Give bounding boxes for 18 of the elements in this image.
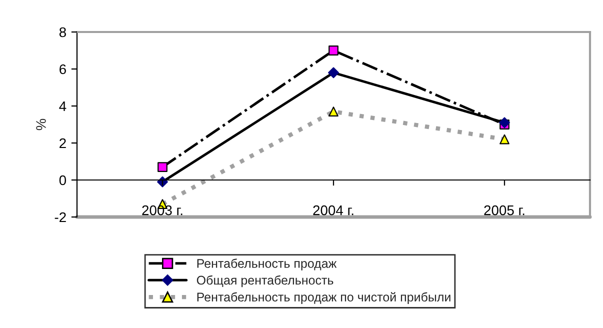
legend-label: Рентабельность продаж по чистой прибыли	[197, 292, 450, 304]
y-tick-label: 8	[59, 27, 66, 38]
y-tick-label: 2	[60, 138, 66, 148]
point	[328, 106, 338, 116]
y-tick-label: 0	[59, 175, 66, 186]
y-tick-label: -2	[54, 212, 66, 222]
point	[500, 134, 510, 144]
y-axis-title: %	[36, 118, 46, 130]
point	[158, 162, 168, 172]
y-tick-label: 6	[60, 64, 66, 74]
legend-label: Общая рентабельность	[196, 275, 334, 288]
x-tick-label: 2005 г.	[484, 205, 524, 216]
y-tick-label: 4	[59, 101, 66, 112]
point	[499, 117, 510, 128]
legend-label: Рентабельность продаж	[197, 258, 337, 270]
point	[328, 67, 339, 78]
x-tick-label: 2004 г.	[313, 205, 354, 216]
point	[328, 46, 338, 56]
